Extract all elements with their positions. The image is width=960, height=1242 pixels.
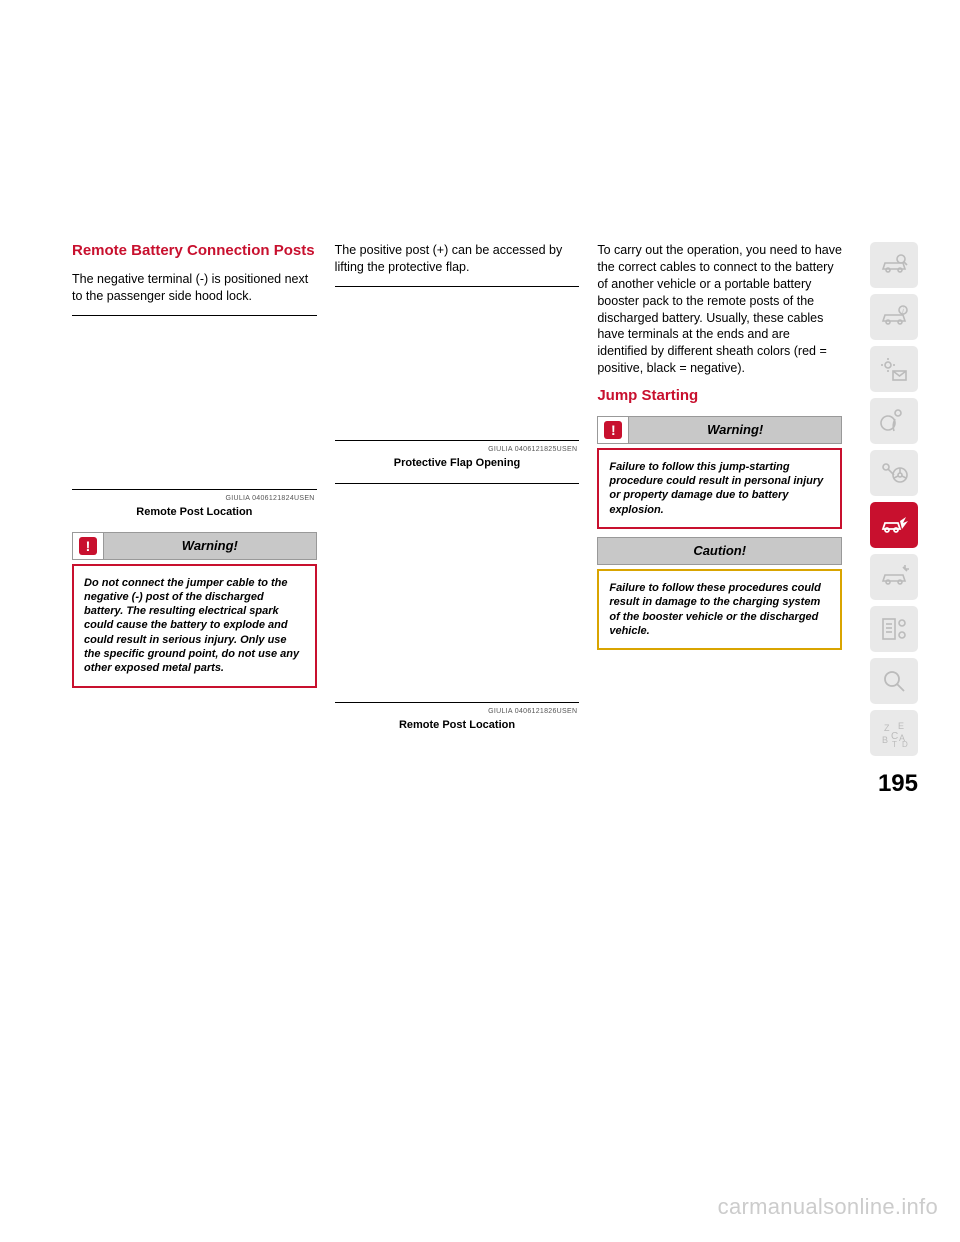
airbag-icon	[878, 405, 910, 437]
car-search-icon	[878, 249, 910, 281]
warning-title: Warning!	[104, 532, 317, 560]
car-info-icon: i	[878, 301, 910, 333]
figure-caption: Remote Post Location	[335, 719, 580, 731]
figure-placeholder: GIULIA 0406121824USEN	[72, 315, 317, 490]
svg-text:E: E	[898, 721, 904, 731]
sidebar-tab-index[interactable]: ZE BC ATD	[870, 710, 918, 756]
svg-text:Z: Z	[884, 723, 890, 733]
warning-box: ! Warning! Failure to follow this jump-s…	[597, 416, 842, 529]
letters-icon: ZE BC ATD	[878, 717, 910, 749]
sidebar-tab-info[interactable]: i	[870, 294, 918, 340]
sidebar-tab-lights[interactable]	[870, 346, 918, 392]
column-2: The positive post (+) can be accessed by…	[335, 242, 580, 1002]
warning-icon: !	[72, 532, 104, 560]
warning-title: Warning!	[629, 416, 842, 444]
sidebar-tab-search[interactable]	[870, 658, 918, 704]
key-wheel-icon	[878, 457, 910, 489]
sidebar-tab-emergency[interactable]	[870, 502, 918, 548]
warning-header: ! Warning!	[597, 416, 842, 444]
car-wrench-icon	[878, 561, 910, 593]
figure-code: GIULIA 0406121824USEN	[225, 495, 314, 502]
sidebar-tab-starting[interactable]	[870, 450, 918, 496]
warning-box: ! Warning! Do not connect the jumper cab…	[72, 532, 317, 688]
figure-code: GIULIA 0406121825USEN	[488, 446, 577, 453]
warning-body: Do not connect the jumper cable to the n…	[72, 564, 317, 688]
sidebar-tab-overview[interactable]	[870, 242, 918, 288]
sidebar-tab-maintenance[interactable]	[870, 554, 918, 600]
sun-mail-icon	[878, 353, 910, 385]
watermark: carmanualsonline.info	[718, 1194, 938, 1220]
sidebar-tab-specs[interactable]	[870, 606, 918, 652]
intro-text: To carry out the operation, you need to …	[597, 242, 842, 377]
warning-body: Failure to follow this jump-starting pro…	[597, 448, 842, 529]
warning-header: ! Warning!	[72, 532, 317, 560]
section-heading: Remote Battery Connection Posts	[72, 242, 317, 261]
figure-caption: Protective Flap Opening	[335, 457, 580, 469]
caution-body: Failure to follow these procedures could…	[597, 569, 842, 650]
sidebar-tab-safety[interactable]	[870, 398, 918, 444]
caution-title: Caution!	[597, 537, 842, 565]
car-crash-icon	[878, 509, 910, 541]
section-tab-sidebar: i	[870, 242, 918, 756]
caution-box: Caution! Failure to follow these procedu…	[597, 537, 842, 650]
page-number: 195	[878, 770, 918, 798]
figure-placeholder: GIULIA 0406121826USEN	[335, 483, 580, 703]
intro-text: The positive post (+) can be accessed by…	[335, 242, 580, 276]
list-gears-icon	[878, 613, 910, 645]
column-3: To carry out the operation, you need to …	[597, 242, 842, 1002]
figure-code: GIULIA 0406121826USEN	[488, 708, 577, 715]
intro-text: The negative terminal (-) is positioned …	[72, 271, 317, 305]
svg-text:T: T	[892, 740, 897, 749]
search-icon	[878, 665, 910, 697]
section-heading: Jump Starting	[597, 387, 842, 406]
svg-text:B: B	[882, 735, 888, 745]
figure-placeholder: GIULIA 0406121825USEN	[335, 286, 580, 441]
page-columns: Remote Battery Connection Posts The nega…	[72, 242, 842, 1002]
warning-icon: !	[597, 416, 629, 444]
figure-caption: Remote Post Location	[72, 506, 317, 518]
svg-text:D: D	[902, 740, 908, 749]
column-1: Remote Battery Connection Posts The nega…	[72, 242, 317, 1002]
